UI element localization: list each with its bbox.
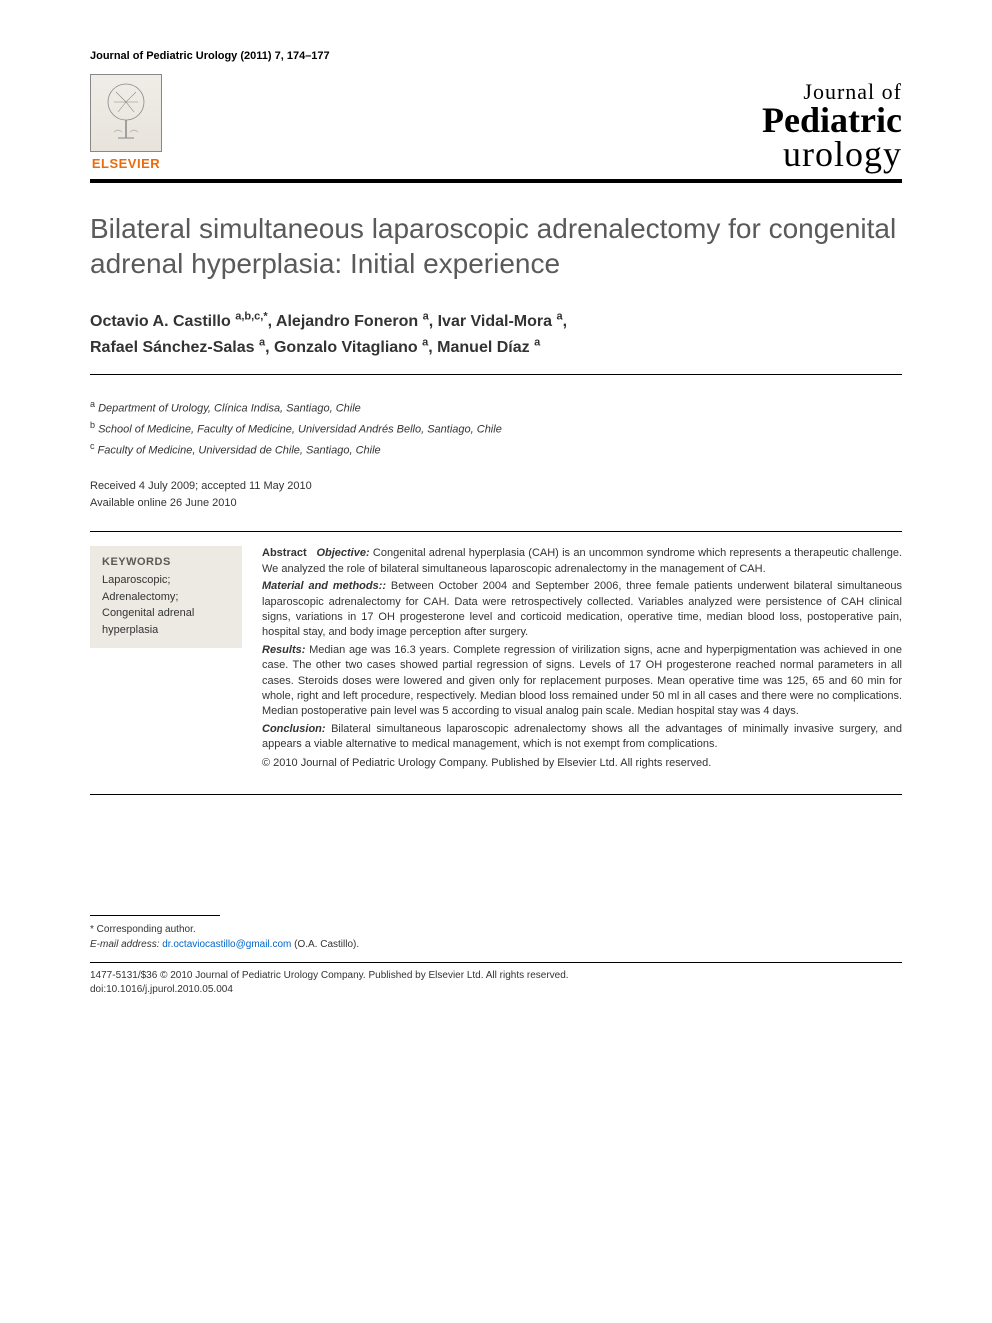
results-text: Median age was 16.3 years. Complete regr…	[262, 644, 902, 718]
email-attribution: (O.A. Castillo).	[291, 939, 359, 950]
authors-list: Octavio A. Castillo a,b,c,*, Alejandro F…	[90, 309, 902, 360]
divider-thin-2	[90, 531, 902, 532]
affiliation: c Faculty of Medicine, Universidad de Ch…	[90, 439, 902, 460]
abstract-label: Abstract	[262, 547, 307, 559]
divider-thin-1	[90, 374, 902, 375]
footer-copyright: 1477-5131/$36 © 2010 Journal of Pediatri…	[90, 969, 902, 983]
footer-info: 1477-5131/$36 © 2010 Journal of Pediatri…	[90, 969, 902, 997]
affiliation: b School of Medicine, Faculty of Medicin…	[90, 418, 902, 439]
journal-logo-line3: urology	[762, 137, 902, 171]
divider-thin-3	[90, 794, 902, 795]
journal-reference: Journal of Pediatric Urology (2011) 7, 1…	[90, 50, 330, 62]
logos-row: ELSEVIER Journal of Pediatric urology	[90, 74, 902, 171]
received-accepted-date: Received 4 July 2009; accepted 11 May 20…	[90, 478, 902, 495]
footnote-rule	[90, 915, 220, 916]
abstract-block: KEYWORDS Laparoscopic; Adrenalectomy; Co…	[90, 546, 902, 773]
elsevier-text: ELSEVIER	[92, 156, 160, 171]
keywords-box: KEYWORDS Laparoscopic; Adrenalectomy; Co…	[90, 546, 242, 648]
article-title: Bilateral simultaneous laparoscopic adre…	[90, 211, 902, 281]
objective-label: Objective:	[316, 547, 369, 559]
conclusion-text: Bilateral simultaneous laparoscopic adre…	[262, 723, 902, 750]
corresponding-email[interactable]: dr.octaviocastillo@gmail.com	[162, 939, 291, 950]
journal-logo: Journal of Pediatric urology	[762, 82, 902, 171]
conclusion-label: Conclusion:	[262, 723, 326, 735]
journal-logo-line2: Pediatric	[762, 103, 902, 137]
affiliations: a Department of Urology, Clínica Indisa,…	[90, 397, 902, 461]
author: Gonzalo Vitagliano a,	[274, 339, 437, 356]
corresponding-author-label: * Corresponding author.	[90, 922, 902, 937]
elsevier-tree-icon	[90, 74, 162, 152]
abstract-copyright: © 2010 Journal of Pediatric Urology Comp…	[262, 756, 902, 771]
elsevier-logo: ELSEVIER	[90, 74, 162, 171]
results-label: Results:	[262, 644, 305, 656]
author: Rafael Sánchez-Salas a,	[90, 339, 274, 356]
affiliation: a Department of Urology, Clínica Indisa,…	[90, 397, 902, 418]
author: Manuel Díaz a	[437, 339, 540, 356]
methods-label: Material and methods::	[262, 580, 386, 592]
footnote: * Corresponding author. E-mail address: …	[90, 922, 902, 952]
header-row: Journal of Pediatric Urology (2011) 7, 1…	[90, 50, 902, 62]
author: Octavio A. Castillo a,b,c,*,	[90, 313, 276, 330]
author: Alejandro Foneron a,	[276, 313, 438, 330]
footer-doi: doi:10.1016/j.jpurol.2010.05.004	[90, 983, 902, 997]
keywords-list: Laparoscopic; Adrenalectomy; Congenital …	[102, 572, 230, 638]
bottom-rule	[90, 962, 902, 963]
abstract-text: Abstract Objective: Congenital adrenal h…	[262, 546, 902, 773]
keywords-heading: KEYWORDS	[102, 556, 230, 568]
article-dates: Received 4 July 2009; accepted 11 May 20…	[90, 478, 902, 511]
email-label: E-mail address:	[90, 939, 159, 950]
author: Ivar Vidal-Mora a,	[438, 313, 567, 330]
online-date: Available online 26 June 2010	[90, 495, 902, 512]
divider-thick	[90, 179, 902, 183]
